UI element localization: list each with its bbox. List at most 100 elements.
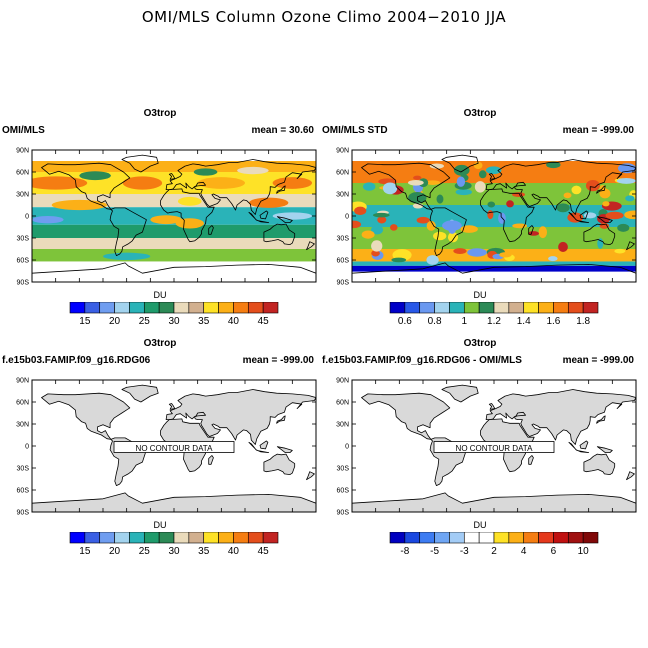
panel-title: O3trop	[143, 338, 177, 349]
coastline-southAmerica	[109, 207, 147, 256]
map-field	[32, 150, 316, 282]
coastline-newZealand	[626, 241, 635, 251]
colorbar-swatch	[173, 302, 190, 314]
lat-tick-label: 60N	[16, 400, 29, 407]
colorbar-units: DU	[473, 290, 487, 300]
colorbar-swatch	[143, 532, 160, 544]
colorbar-swatch	[419, 302, 435, 314]
colorbar-swatch	[84, 532, 101, 544]
colorbar-swatch	[404, 532, 421, 544]
coastline-greenland	[121, 384, 159, 403]
lat-tick-label: 30N	[16, 422, 29, 429]
colorbar-swatch	[434, 302, 450, 314]
coastline-madagascar	[208, 225, 214, 235]
coastline-northAmerica	[361, 162, 451, 210]
coastline-greenland	[441, 384, 479, 403]
lat-tick-label: 60N	[336, 170, 349, 177]
coastline-northAmerica	[41, 162, 131, 210]
colorbar-swatch	[553, 302, 569, 314]
colorbar-swatch	[203, 302, 219, 314]
colorbar-tick-label: 2	[491, 546, 497, 557]
lat-tick-label: 90S	[17, 510, 30, 517]
colorbar-units: DU	[153, 520, 167, 530]
coastline-borneo	[259, 210, 269, 220]
lat-tick-label: 60S	[17, 488, 30, 495]
coastline-antarctica	[32, 262, 316, 282]
colorbar-swatch	[99, 302, 115, 314]
colorbar-tick-label: 1.4	[517, 316, 531, 327]
colorbar-swatch	[143, 302, 160, 314]
colorbar-swatch	[567, 532, 584, 544]
colorbar-tick-label: 25	[139, 546, 151, 557]
colorbar-tick-label: 30	[168, 316, 180, 327]
coastline-australia	[263, 223, 296, 245]
colorbar-tick-label: 0.8	[428, 316, 442, 327]
map-plot: 90N 60N 30N 0 30S 60S 90S	[0, 138, 320, 286]
coastline-antarctica	[352, 262, 636, 282]
coastline-madagascar	[528, 455, 534, 465]
colorbar-swatch	[389, 302, 406, 314]
lat-tick-label: 0	[25, 444, 29, 451]
colorbar-swatch	[523, 302, 539, 314]
colorbar-tick-label: 40	[228, 316, 240, 327]
lat-tick-label: 90S	[337, 280, 350, 287]
colorbar-tick-label: 1.8	[576, 316, 590, 327]
panel-omi-mls: O3trop OMI/MLS mean = 30.60 90N 60N 30N 0 30…	[0, 108, 320, 338]
colorbar: 15 20 25 30 35 40 45	[69, 532, 279, 557]
colorbar-swatch	[114, 302, 130, 314]
coastline-northAmerica	[41, 392, 131, 440]
lat-tick-label: 90N	[16, 378, 29, 385]
colorbar-tick-label: 1.6	[546, 316, 560, 327]
colorbar-swatch	[203, 532, 219, 544]
colorbar-tick-label: 6	[551, 546, 557, 557]
colorbar-tick-label: -3	[460, 546, 469, 557]
colorbar: -8 -5 -3 2 4 6 10	[389, 532, 599, 557]
coastline-borneo	[579, 440, 589, 450]
coastline-australia	[583, 223, 616, 245]
no-contour-data-label: NO CONTOUR DATA	[456, 444, 534, 453]
coastline-africa	[480, 188, 535, 243]
lat-tick-label: 60S	[337, 258, 350, 265]
colorbar-swatch	[233, 532, 249, 544]
colorbar-tick-label: 1.2	[487, 316, 501, 327]
lat-tick-label: 0	[25, 214, 29, 221]
colorbar-swatch	[493, 532, 510, 544]
no-contour-data-label: NO CONTOUR DATA	[136, 444, 214, 453]
colorbar-tick-label: 35	[198, 546, 210, 557]
colorbar-swatch	[478, 302, 495, 314]
colorbar: 0.6 0.8 1 1.2 1.4 1.6 1.8	[389, 302, 599, 327]
coastline-australia	[263, 453, 296, 475]
coastline-indonesia	[248, 441, 270, 453]
coastline-eurasia	[165, 389, 316, 445]
colorbar-swatch	[463, 302, 480, 314]
lat-tick-label: 30N	[336, 192, 349, 199]
coastline-japan	[596, 415, 606, 424]
panel-title: O3trop	[463, 108, 497, 119]
colorbar-tick-label: 15	[79, 546, 91, 557]
coastline-greenland	[121, 154, 159, 173]
colorbar-swatch	[188, 532, 205, 544]
panel-mean-label: mean = -999.00	[562, 125, 634, 136]
map-svg: 90N 60N 30N 0 30S 60S 90S	[336, 148, 637, 287]
lat-tick-label: 60N	[336, 400, 349, 407]
colorbar-swatch	[553, 532, 569, 544]
page-title: OMI/MLS Column Ozone Climo 2004−2010 JJA	[141, 8, 507, 26]
colorbar-swatch	[173, 532, 190, 544]
coastline-britain	[488, 403, 496, 410]
panel-left-label: f.e15b03.FAMIP.f09_g16.RDG06	[2, 355, 151, 366]
colorbar-swatch	[508, 532, 525, 544]
colorbar-swatch	[538, 532, 554, 544]
panel-title: O3trop	[143, 108, 177, 119]
colorbar-tick-label: 45	[258, 316, 270, 327]
coastline-indonesia	[248, 211, 270, 223]
lat-tick-label: 0	[345, 214, 349, 221]
lat-tick-label: 60S	[337, 488, 350, 495]
colorbar-tick-label: 1	[462, 316, 468, 327]
colorbar-swatch	[218, 532, 234, 544]
colorbar-swatch	[99, 532, 115, 544]
coastline-antarctica	[32, 492, 316, 512]
panel-omi-mls-std: O3trop OMI/MLS STD mean = -999.00 90N 60N…	[320, 108, 640, 338]
lat-tick-label: 0	[345, 444, 349, 451]
colorbar-swatch	[404, 302, 421, 314]
coastline-borneo	[259, 440, 269, 450]
